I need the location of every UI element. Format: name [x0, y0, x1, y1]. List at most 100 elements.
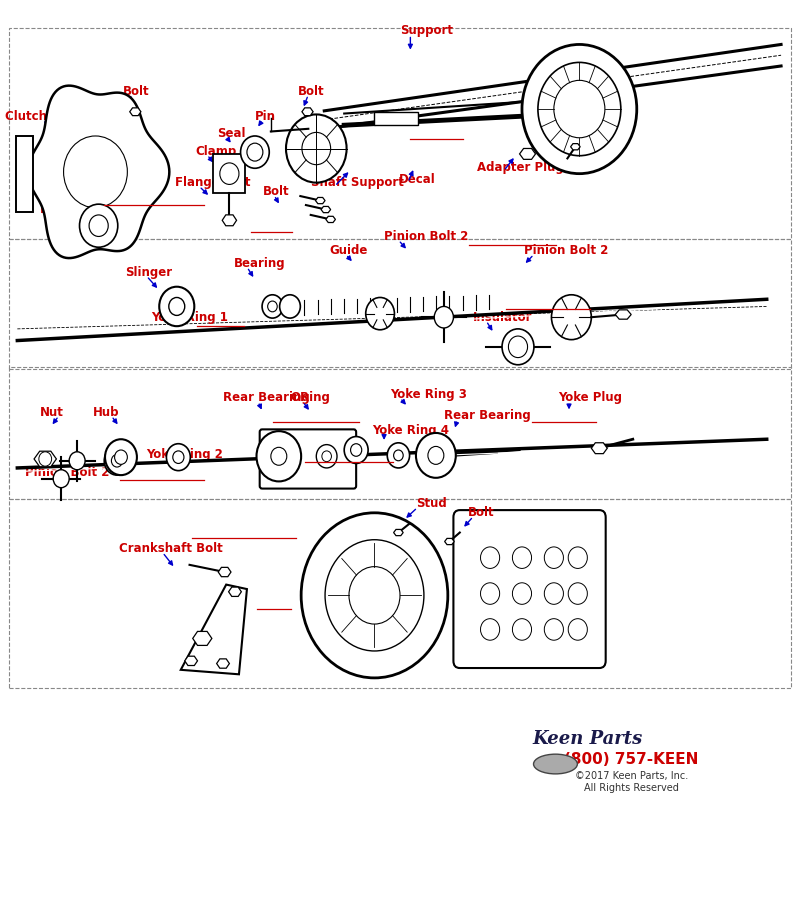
Circle shape	[69, 452, 85, 470]
Text: Flange Bolt: Flange Bolt	[175, 176, 250, 189]
Polygon shape	[28, 86, 170, 258]
Text: Yoke Ring 2: Yoke Ring 2	[146, 448, 223, 461]
Text: Yoke Plug: Yoke Plug	[558, 392, 622, 404]
Circle shape	[114, 450, 127, 464]
Polygon shape	[394, 529, 403, 535]
Bar	[10, 500, 790, 688]
Bar	[10, 366, 790, 500]
Polygon shape	[193, 632, 212, 645]
Text: Yoke Ring 3: Yoke Ring 3	[390, 388, 467, 400]
Circle shape	[105, 439, 137, 475]
Bar	[374, 112, 418, 125]
Text: Keen Parts: Keen Parts	[532, 730, 642, 748]
Circle shape	[513, 583, 531, 604]
Circle shape	[271, 447, 286, 465]
Polygon shape	[185, 656, 198, 665]
Text: Adapter Plug: Adapter Plug	[477, 161, 563, 174]
Text: Bolt: Bolt	[122, 85, 149, 97]
Text: Rear Bearing: Rear Bearing	[444, 410, 530, 422]
Text: Insulator: Insulator	[474, 310, 533, 324]
Circle shape	[247, 143, 263, 161]
Text: ©2017 Keen Parts, Inc.
All Rights Reserved: ©2017 Keen Parts, Inc. All Rights Reserv…	[574, 771, 688, 793]
Circle shape	[416, 433, 456, 478]
Circle shape	[39, 452, 52, 466]
FancyBboxPatch shape	[260, 429, 356, 489]
Circle shape	[428, 446, 444, 464]
Text: Crankshaft Bolt: Crankshaft Bolt	[119, 542, 223, 555]
Circle shape	[554, 80, 605, 138]
Polygon shape	[321, 206, 330, 212]
Circle shape	[262, 295, 283, 318]
Circle shape	[54, 470, 69, 488]
Text: (800) 757-KEEN: (800) 757-KEEN	[564, 752, 698, 767]
Circle shape	[325, 540, 424, 651]
Text: Plate: Plate	[202, 634, 237, 647]
Text: Yoke Ring 4: Yoke Ring 4	[372, 424, 449, 436]
Ellipse shape	[534, 754, 578, 774]
Circle shape	[257, 431, 301, 482]
Circle shape	[481, 583, 500, 604]
Text: Guide: Guide	[330, 244, 368, 257]
Circle shape	[79, 204, 118, 248]
Text: Bearing: Bearing	[234, 256, 286, 270]
Circle shape	[350, 444, 362, 456]
Circle shape	[544, 583, 563, 604]
Circle shape	[522, 44, 637, 174]
Circle shape	[366, 298, 394, 329]
Circle shape	[387, 443, 410, 468]
Text: Clamp: Clamp	[195, 145, 236, 158]
Circle shape	[63, 136, 127, 208]
Polygon shape	[570, 144, 580, 149]
Text: Rear Bearing: Rear Bearing	[223, 392, 310, 404]
Text: Shaft Support: Shaft Support	[310, 176, 403, 189]
Text: Yoke Ring 1: Yoke Ring 1	[151, 310, 228, 324]
Text: Pin: Pin	[572, 161, 593, 174]
Circle shape	[481, 618, 500, 640]
Polygon shape	[130, 108, 141, 115]
Polygon shape	[615, 310, 631, 320]
Polygon shape	[445, 538, 454, 544]
Circle shape	[280, 295, 300, 318]
FancyBboxPatch shape	[454, 510, 606, 668]
Circle shape	[568, 547, 587, 569]
Circle shape	[568, 618, 587, 640]
Circle shape	[434, 306, 454, 328]
Circle shape	[344, 436, 368, 464]
Circle shape	[301, 513, 448, 678]
Circle shape	[111, 454, 122, 467]
Text: Bolt: Bolt	[468, 507, 494, 519]
Text: Yoke Housing: Yoke Housing	[265, 444, 353, 456]
Circle shape	[568, 583, 587, 604]
Circle shape	[349, 567, 400, 624]
Circle shape	[544, 618, 563, 640]
Text: Pinion Bolt 2: Pinion Bolt 2	[26, 466, 110, 479]
Text: Decal: Decal	[398, 173, 435, 185]
Circle shape	[322, 451, 331, 462]
Polygon shape	[218, 567, 231, 577]
Circle shape	[169, 298, 185, 315]
Text: ORing: ORing	[290, 392, 330, 404]
Circle shape	[302, 132, 330, 165]
Circle shape	[159, 287, 194, 326]
Text: Bolt: Bolt	[263, 185, 290, 198]
Bar	[16, 136, 34, 212]
Bar	[10, 239, 790, 369]
Circle shape	[513, 618, 531, 640]
Text: Hub: Hub	[93, 406, 119, 419]
Circle shape	[394, 450, 403, 461]
Circle shape	[316, 445, 337, 468]
Text: Pinion Bolt 2: Pinion Bolt 2	[384, 230, 469, 243]
Polygon shape	[519, 148, 535, 159]
Text: Pin: Pin	[255, 110, 276, 122]
Text: Bolt: Bolt	[298, 85, 325, 97]
Text: Plug: Plug	[40, 203, 69, 216]
Circle shape	[286, 114, 346, 183]
Text: Seal: Seal	[217, 127, 245, 140]
Bar	[10, 28, 790, 239]
Polygon shape	[217, 659, 230, 668]
Circle shape	[220, 163, 239, 184]
Circle shape	[538, 62, 621, 156]
Circle shape	[104, 446, 130, 475]
Circle shape	[481, 547, 500, 569]
Circle shape	[509, 336, 527, 357]
